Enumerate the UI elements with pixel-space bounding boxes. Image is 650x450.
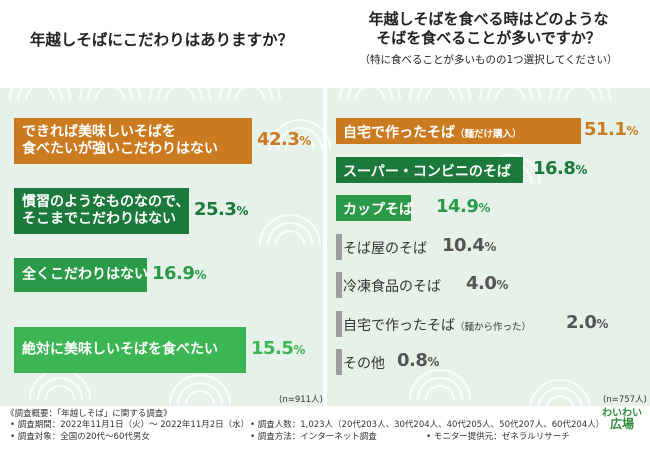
right-bar-label-main: 冷凍食品のそば: [343, 279, 441, 295]
notes-provider: • モニター提供元：ゼネラルリサーチ: [426, 432, 570, 442]
right-bar-label-main: そば屋のそば: [343, 241, 427, 257]
left-bar-label-line: 食べたいが強いこだわりはない: [22, 141, 218, 157]
right-bar-label-3: カップそば: [343, 199, 413, 219]
left-bar-label-3: 全くこだわりはない: [22, 267, 148, 284]
left-bar-label-4: 絶対に美味しいそばを食べたい: [22, 342, 218, 359]
right-bar-1: [336, 118, 581, 144]
left-sample-size: (n=911人): [279, 395, 323, 405]
right-question-title: 年越しそばを食べる時はどのような そばを食べることが多いですか？: [327, 10, 650, 48]
left-bar-label-line: 絶対に美味しいそばを食べたい: [22, 341, 218, 358]
right-question-line1: 年越しそばを食べる時はどのような: [368, 10, 609, 28]
left-value-label-4: 15.5%: [251, 338, 305, 359]
right-bar-5: [336, 272, 342, 298]
right-bar-label-5: 冷凍食品のそば: [343, 276, 441, 296]
right-bar-7: [336, 349, 342, 375]
left-value-label-3: 16.9%: [152, 263, 206, 284]
left-question-title: 年越しそばにこだわりはありますか？: [29, 31, 294, 49]
left-bar-label-line: そこまでこだわりはない: [22, 211, 176, 227]
right-question-line2: そばを食べることが多いですか？: [376, 29, 601, 47]
right-bar-2: [336, 157, 523, 183]
left-bar-4: 絶対に美味しいそばを食べたい: [14, 327, 246, 373]
right-bar-label-main: スーパー・コンビニのそば: [343, 164, 511, 180]
right-bar-label-1: 自宅で作ったそば（麺だけ購入）: [343, 122, 522, 142]
notes-respondents: • 調査人数：1,023人（20代203人、30代204人、40代205人、50…: [250, 420, 605, 430]
right-bar-label-sub: （麺だけ購入）: [455, 129, 522, 140]
right-bar-label-main: その他: [343, 356, 385, 372]
right-question-subtitle: （特に食べることが多いものの1つ選択してください）: [359, 54, 618, 66]
logo-line2: 広場: [609, 417, 634, 431]
right-bar-3: [336, 195, 411, 221]
right-bar-label-4: そば屋のそば: [343, 238, 427, 258]
notes-period: • 調査期間：2022年11月1日（火）～ 2022年11月2日（水）: [10, 420, 250, 430]
left-bar-3: 全くこだわりはない: [14, 258, 148, 292]
brand-logo: わいわい 広場: [598, 408, 646, 448]
right-sample-size: (n=757人): [603, 395, 647, 405]
right-bar-label-sub: （麺から作った）: [455, 322, 532, 333]
left-bar-label-line: 全くこだわりはない: [22, 266, 148, 283]
right-value-label-5: 4.0%: [466, 273, 508, 294]
right-value-label-4: 10.4%: [442, 235, 496, 256]
logo-line1: わいわい: [602, 408, 642, 419]
left-bar-label-line: できれば美味しいそばを: [22, 124, 176, 140]
right-bar-label-6: 自宅で作ったそば（麺から作った）: [343, 315, 531, 335]
left-bar-1: できれば美味しいそばを 食べたいが強いこだわりはない: [14, 118, 252, 164]
right-value-label-2: 16.8%: [533, 158, 587, 179]
left-value-label-2: 25.3%: [194, 199, 248, 220]
right-bar-label-main: 自宅で作ったそば: [343, 318, 455, 334]
right-bar-label-main: カップそば: [343, 202, 413, 218]
left-bar-label-line: 慣習のようなものなので、: [22, 194, 190, 210]
left-bar-2: 慣習のようなものなので、 そこまでこだわりはない: [14, 188, 189, 234]
right-value-label-3: 14.9%: [436, 196, 490, 217]
right-value-label-7: 0.8%: [397, 350, 439, 371]
right-bar-label-7: その他: [343, 353, 385, 373]
notes-title: 《調査概要：「年越しそば」に関する調査》: [6, 409, 172, 419]
right-bar-label-2: スーパー・コンビニのそば: [343, 161, 511, 181]
left-bar-label-2: 慣習のようなものなので、 そこまでこだわりはない: [22, 194, 189, 228]
left-value-label-1: 42.3%: [257, 129, 311, 150]
right-value-label-6: 2.0%: [566, 312, 608, 333]
right-bar-6: [336, 311, 342, 337]
right-bar-4: [336, 234, 342, 260]
left-bar-label-1: できれば美味しいそばを 食べたいが強いこだわりはない: [22, 124, 218, 158]
notes-method: • 調査方法：インターネット調査: [250, 432, 377, 442]
right-value-label-1: 51.1%: [584, 119, 638, 140]
notes-target: • 調査対象：全国の20代〜60代男女: [10, 432, 150, 442]
right-bar-label-main: 自宅で作ったそば: [343, 125, 455, 141]
